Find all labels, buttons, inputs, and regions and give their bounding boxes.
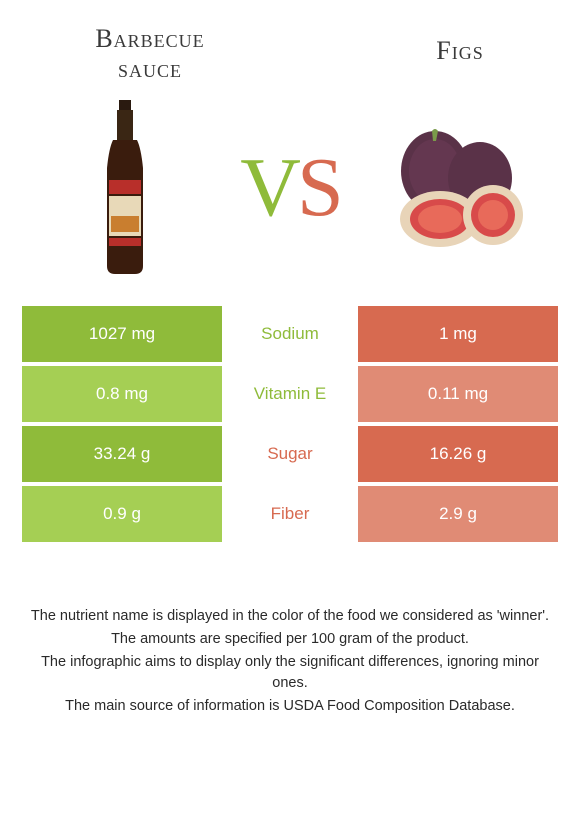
table-row: 0.8 mg Vitamin E 0.11 mg xyxy=(22,366,558,422)
comparison-table: 1027 mg Sodium 1 mg 0.8 mg Vitamin E 0.1… xyxy=(22,306,558,542)
vs-s: S xyxy=(297,139,340,236)
left-value: 0.9 g xyxy=(22,486,222,542)
nutrient-label: Fiber xyxy=(222,486,358,542)
table-row: 0.9 g Fiber 2.9 g xyxy=(22,486,558,542)
left-food-title: Barbecue sauce xyxy=(60,24,240,84)
right-value: 0.11 mg xyxy=(358,366,558,422)
footnote-line: The infographic aims to display only the… xyxy=(24,652,556,694)
left-value: 1027 mg xyxy=(22,306,222,362)
right-value: 1 mg xyxy=(358,306,558,362)
left-value: 0.8 mg xyxy=(22,366,222,422)
footnote-line: The nutrient name is displayed in the co… xyxy=(24,606,556,627)
right-food-title: Figs xyxy=(400,36,520,66)
right-food-image xyxy=(380,98,530,278)
nutrient-label: Sugar xyxy=(222,426,358,482)
right-value: 2.9 g xyxy=(358,486,558,542)
vs-label: VS xyxy=(240,139,339,236)
footnotes: The nutrient name is displayed in the co… xyxy=(24,606,556,717)
vs-v: V xyxy=(240,139,297,236)
left-food-image xyxy=(50,98,200,278)
left-value: 33.24 g xyxy=(22,426,222,482)
footnote-line: The amounts are specified per 100 gram o… xyxy=(24,629,556,650)
right-value: 16.26 g xyxy=(358,426,558,482)
nutrient-label: Sodium xyxy=(222,306,358,362)
table-row: 1027 mg Sodium 1 mg xyxy=(22,306,558,362)
table-row: 33.24 g Sugar 16.26 g xyxy=(22,426,558,482)
nutrient-label: Vitamin E xyxy=(222,366,358,422)
footnote-line: The main source of information is USDA F… xyxy=(24,696,556,717)
